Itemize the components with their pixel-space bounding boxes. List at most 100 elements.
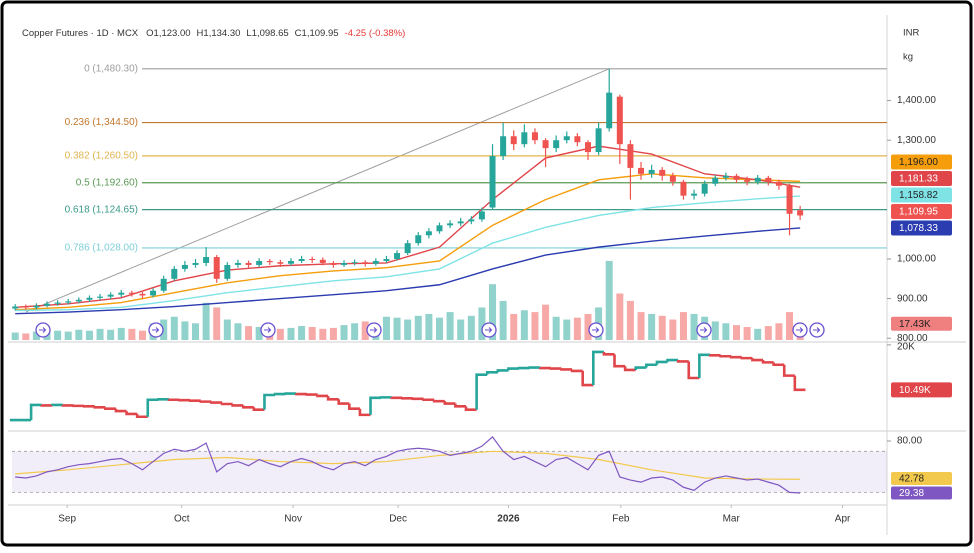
- step-segment: [742, 357, 753, 358]
- step-segment: [317, 395, 328, 396]
- volume-bar: [139, 331, 146, 340]
- fib-label: 0.236 (1,344.50): [65, 117, 138, 128]
- candle-body: [691, 194, 697, 196]
- candle-body: [585, 142, 591, 152]
- candle-body: [161, 279, 167, 291]
- volume-bar: [786, 312, 793, 340]
- volume-bar: [669, 320, 676, 340]
- x-tick-label: Dec: [389, 514, 407, 525]
- volume-bar: [224, 320, 231, 340]
- candle-body: [500, 136, 506, 156]
- y-tick-label: 1,300.00: [897, 135, 936, 146]
- candle-body: [129, 293, 135, 294]
- candle-body: [744, 180, 750, 182]
- candle-body: [479, 211, 485, 219]
- volume-bar: [287, 328, 294, 340]
- ohlc-value: 1,109.95: [302, 28, 339, 39]
- candle-body: [394, 253, 400, 259]
- candle-body: [118, 293, 124, 295]
- candle-body: [511, 136, 517, 144]
- volume-bar: [107, 330, 114, 340]
- candle-body: [193, 263, 199, 265]
- volume-bar: [712, 321, 719, 340]
- candle-body: [596, 128, 602, 152]
- volume-bar: [415, 316, 422, 340]
- candle-body: [256, 261, 262, 265]
- candle-body: [55, 303, 61, 304]
- volume-bar: [245, 326, 252, 340]
- ohlc-value: 1,098.65: [252, 28, 289, 39]
- volume-bar: [22, 333, 29, 340]
- volume-bar: [500, 301, 507, 340]
- candle-body: [267, 261, 273, 262]
- candle-body: [341, 263, 347, 265]
- candle-body: [320, 260, 326, 263]
- candle-body: [490, 156, 496, 207]
- candle-body: [702, 184, 708, 194]
- candle-body: [659, 170, 665, 176]
- y-tick-label: 1,000.00: [897, 254, 936, 265]
- volume-bar: [691, 314, 698, 340]
- volume-bar: [298, 326, 305, 340]
- volume-bar: [213, 307, 220, 340]
- y-tick-label: 900.00: [897, 293, 928, 304]
- candle-body: [299, 259, 305, 261]
- candle-body: [415, 235, 421, 243]
- value-label: 10.49K: [899, 385, 931, 396]
- candle-body: [532, 132, 538, 140]
- candle-body: [108, 295, 114, 297]
- rsi-band: [12, 451, 887, 492]
- volume-bar: [616, 294, 623, 341]
- volume-bar: [754, 329, 761, 340]
- volume-bar: [181, 321, 188, 340]
- candle-body: [97, 297, 103, 298]
- volume-bar: [722, 323, 729, 340]
- candle-body: [33, 306, 39, 308]
- volume-bar: [404, 320, 411, 340]
- step-segment: [572, 369, 583, 370]
- candle-body: [171, 269, 177, 279]
- volume-bar: [75, 330, 82, 340]
- volume-bar: [330, 328, 337, 340]
- step-segment: [678, 360, 689, 361]
- volume-bar: [128, 329, 135, 340]
- volume-bar: [553, 317, 560, 340]
- candle-body: [723, 176, 729, 178]
- candle-body: [447, 223, 453, 225]
- volume-bar: [277, 329, 284, 340]
- candle-body: [649, 170, 655, 174]
- volume-bar: [574, 318, 581, 340]
- volume-bar: [436, 318, 443, 340]
- candle-body: [224, 265, 230, 279]
- volume-bar: [563, 320, 570, 340]
- y-tick-label: 80.00: [897, 436, 922, 447]
- volume-bar: [351, 323, 358, 340]
- candle-body: [521, 132, 527, 144]
- candle-body: [150, 291, 156, 296]
- step-segment: [105, 407, 116, 408]
- quantity-unit: kg: [903, 52, 913, 63]
- candle-body: [468, 219, 474, 221]
- volume-bar: [54, 331, 61, 340]
- step-segment: [561, 369, 572, 370]
- step-segment: [275, 394, 286, 395]
- ohlc-value: 1,123.00: [154, 28, 191, 39]
- volume-bar: [627, 301, 634, 340]
- step-segment: [222, 403, 233, 404]
- currency-unit: INR: [903, 28, 920, 39]
- ohlc-key: O: [146, 28, 153, 39]
- volume-bar: [542, 305, 549, 340]
- volume-bar: [192, 323, 199, 340]
- volume-bar: [447, 312, 454, 340]
- value-label: 1,196.00: [899, 157, 938, 168]
- volume-bar: [203, 303, 210, 340]
- candle-body: [182, 265, 188, 269]
- value-label: 29.38: [899, 488, 924, 499]
- volume-bar: [659, 316, 666, 340]
- volume-bar: [457, 320, 464, 340]
- candle-body: [787, 186, 793, 214]
- step-segment: [731, 356, 742, 357]
- step-segment: [95, 406, 106, 407]
- candle-body: [23, 307, 29, 308]
